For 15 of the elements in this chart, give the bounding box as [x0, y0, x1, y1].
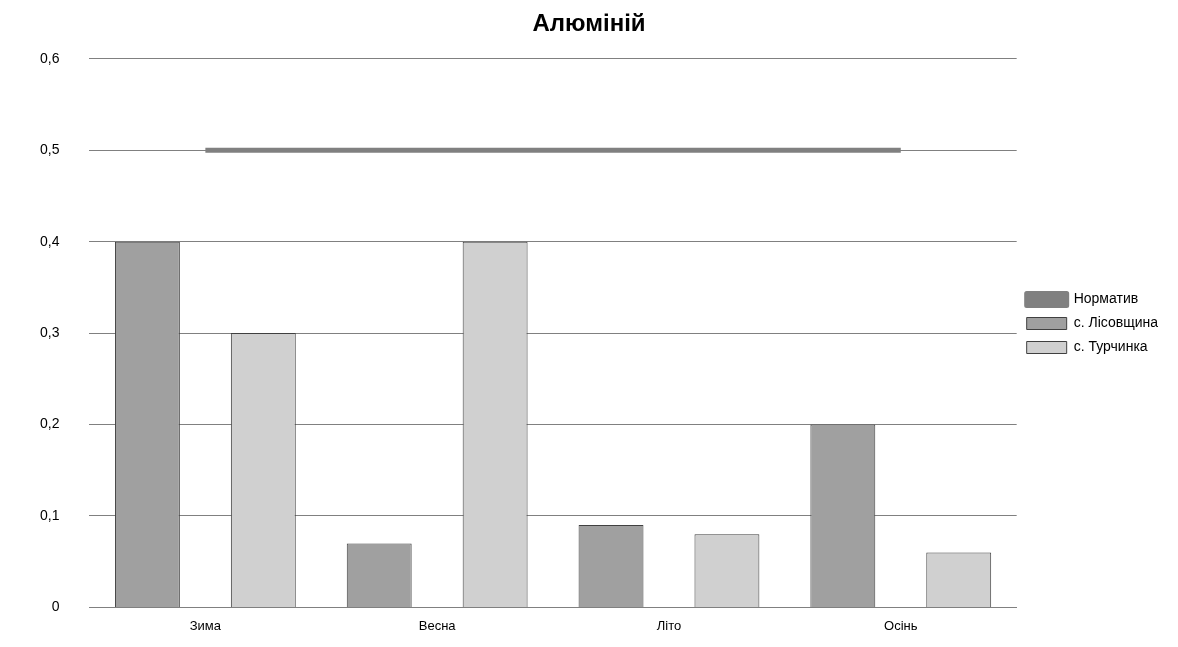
y-tick-label: 0,3 [39, 323, 60, 340]
y-tick-label: 0,6 [39, 49, 60, 66]
chart-title: Алюміній [532, 9, 646, 37]
y-tick-label: 0,5 [39, 141, 60, 158]
legend-label: Норматив [1073, 290, 1139, 307]
x-tick-label: Зима [189, 617, 222, 633]
y-tick-label: 0,1 [39, 506, 60, 523]
x-tick-label: Весна [418, 617, 457, 633]
legend-label: с. Лісовщина [1073, 314, 1159, 331]
y-tick-label: 0,4 [39, 232, 60, 249]
y-tick-label: 0,2 [39, 415, 60, 432]
legend-label: с. Турчинка [1073, 338, 1148, 355]
y-tick-label: 0 [51, 598, 60, 615]
x-tick-label: Літо [656, 617, 682, 633]
x-tick-label: Осінь [884, 617, 918, 633]
